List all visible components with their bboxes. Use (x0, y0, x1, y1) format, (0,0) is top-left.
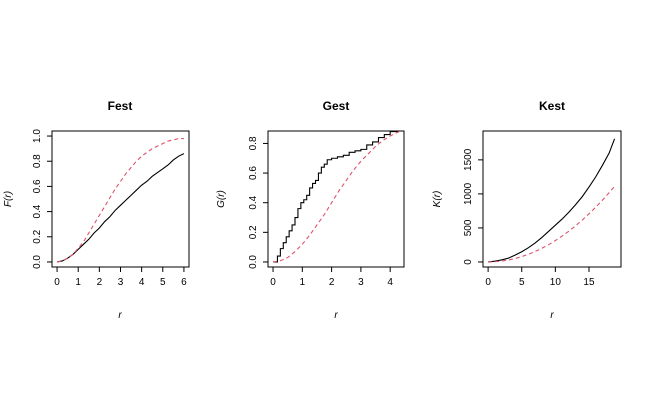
x-tick-label: 0 (485, 277, 491, 288)
x-tick-label: 10 (550, 277, 562, 288)
observed-curve (56, 153, 185, 263)
y-tick-label: 0.8 (32, 154, 43, 168)
plot-frame (482, 130, 622, 268)
y-tick-label: 0.4 (32, 204, 43, 218)
x-tick-label: 5 (160, 277, 166, 288)
x-tick-label: 3 (118, 277, 124, 288)
y-axis-label: K(r) (432, 191, 443, 208)
plot-frame (267, 130, 405, 268)
series-layer (272, 131, 400, 263)
y-tick-label: 0.2 (32, 229, 43, 243)
x-tick-label: 5 (519, 277, 525, 288)
y-tick-label: 0.0 (32, 255, 43, 269)
x-tick-label: 6 (181, 277, 187, 288)
theoretical-curve (272, 131, 400, 263)
x-tick-label: 0 (270, 277, 276, 288)
series-layer (56, 138, 185, 263)
panel-gest: Gest 0 1 2 3 4 0.0 0.2 0.4 0.6 0.8 r G(r) (216, 99, 405, 321)
y-tick-label: 1000 (463, 182, 474, 205)
y-tick-label: 0.6 (32, 179, 43, 193)
series-layer (488, 138, 616, 263)
y-tick-label: 0.6 (248, 166, 259, 180)
y-tick-label: 0.8 (248, 136, 259, 150)
x-axis-label: r (334, 310, 338, 321)
y-axis-label: F(r) (3, 191, 14, 207)
y-tick-label: 1.0 (32, 129, 43, 143)
x-tick-label: 1 (75, 277, 81, 288)
y-tick-label: 500 (463, 219, 474, 236)
y-tick-label: 1500 (463, 148, 474, 171)
theoretical-curve (56, 138, 184, 263)
y-tick-label: 0 (463, 259, 474, 265)
y-tick-label: 0.4 (248, 195, 259, 209)
observed-curve (488, 138, 616, 263)
x-tick-label: 4 (387, 277, 393, 288)
theoretical-curve (488, 186, 615, 263)
observed-curve (273, 131, 399, 263)
y-tick-label: 0.2 (248, 225, 259, 239)
x-tick-label: 2 (97, 277, 103, 288)
y-tick-label: 0.0 (248, 255, 259, 269)
axis-ticks: 0 1 2 3 4 0.0 0.2 0.4 0.6 0.8 (248, 136, 393, 288)
panel-kest: Kest 0 5 10 15 0 500 1000 1500 r K(r) (432, 99, 622, 321)
x-tick-label: 2 (329, 277, 335, 288)
x-axis-label: r (118, 310, 122, 321)
plot-frame (51, 130, 190, 268)
x-tick-label: 1 (300, 277, 306, 288)
panel-title: Kest (539, 99, 565, 113)
y-axis-label: G(r) (216, 190, 227, 208)
x-tick-label: 3 (358, 277, 364, 288)
x-axis-label: r (550, 310, 554, 321)
axis-ticks: 0 1 2 3 4 5 6 0.0 0.2 0.4 0.6 0.8 1.0 (32, 129, 187, 288)
panel-title: Gest (323, 99, 350, 113)
x-tick-label: 4 (139, 277, 145, 288)
x-tick-label: 0 (54, 277, 60, 288)
axis-ticks: 0 5 10 15 0 500 1000 1500 (463, 148, 595, 288)
panel-fest: Fest 0 1 2 3 4 5 6 0.0 0.2 0.4 0.6 0.8 1.0 r F(r) (3, 99, 190, 321)
x-tick-label: 15 (583, 277, 595, 288)
panel-title: Fest (108, 99, 133, 113)
